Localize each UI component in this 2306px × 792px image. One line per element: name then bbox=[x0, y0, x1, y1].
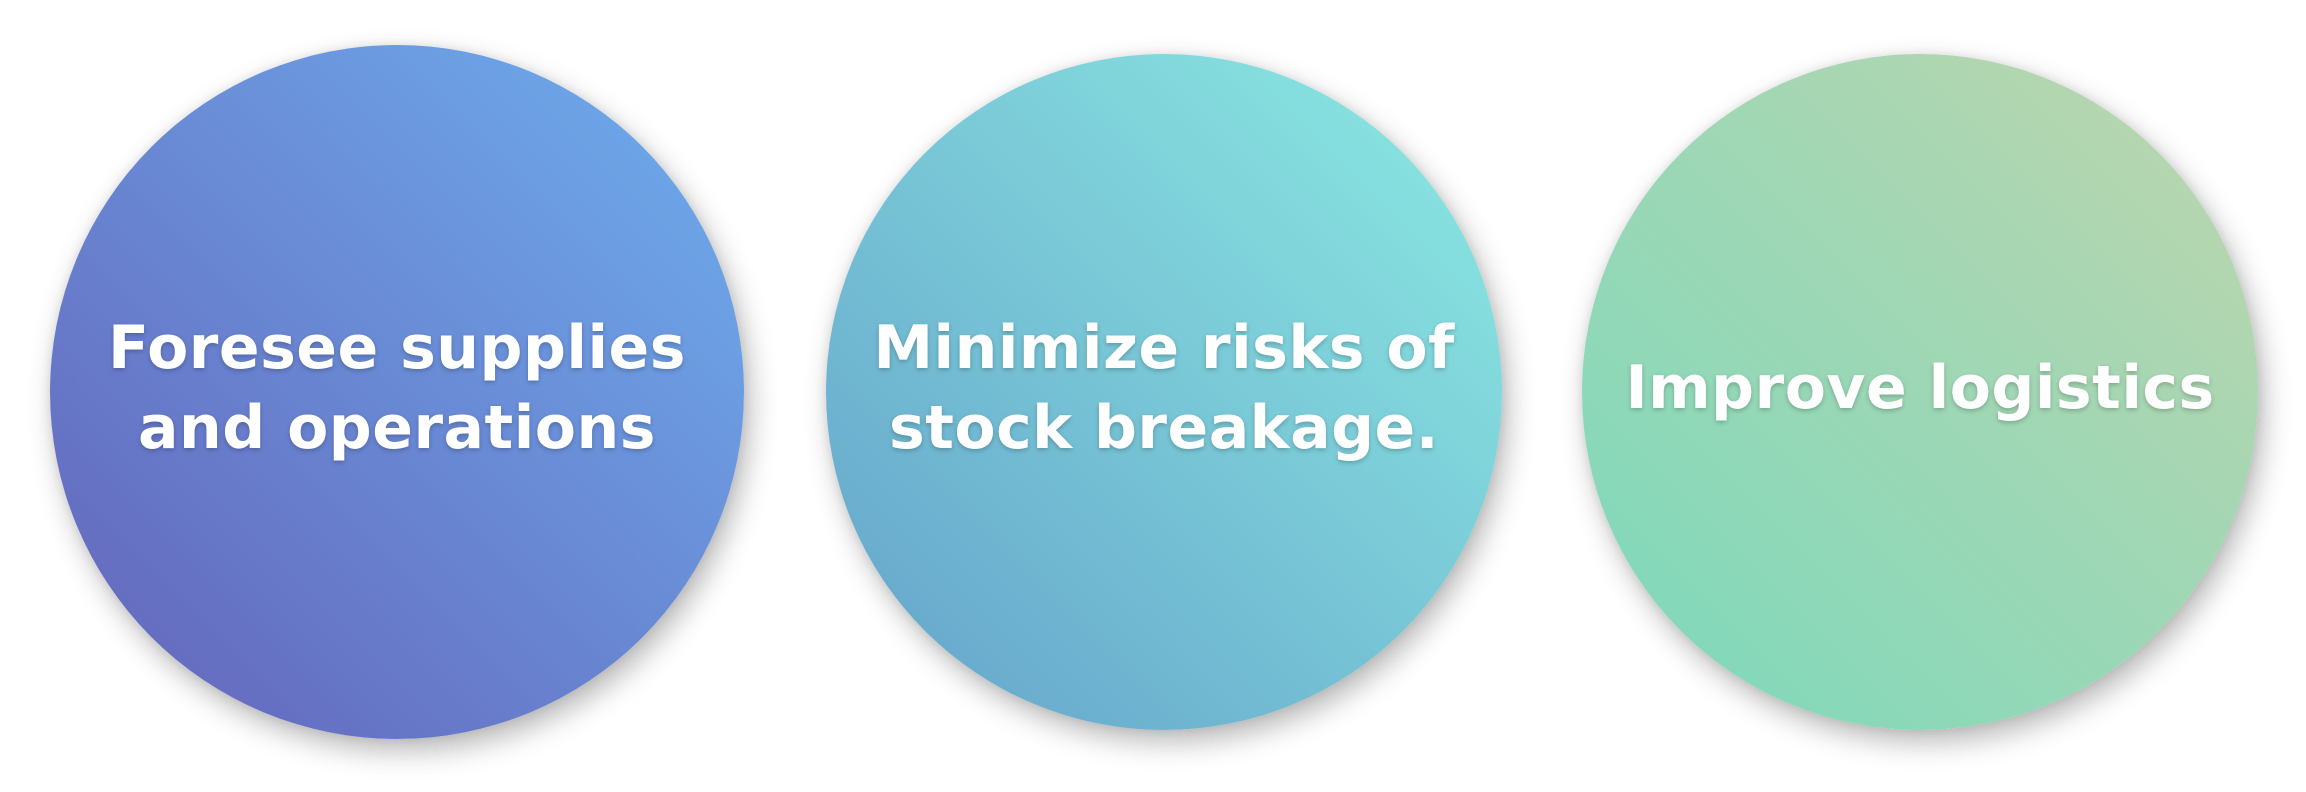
goal-circle-minimize-risks: Minimize risks of stock breakage. bbox=[826, 54, 1502, 730]
goal-label-minimize-risks: Minimize risks of stock breakage. bbox=[873, 313, 1455, 463]
goal-circle-improve-logistics: Improve logistics bbox=[1582, 54, 2258, 730]
goal-label-foresee: Foresee supplies and operations bbox=[108, 313, 686, 463]
goal-circle-foresee: Foresee supplies and operations bbox=[50, 45, 744, 739]
goal-label-improve-logistics: Improve logistics bbox=[1625, 353, 2215, 423]
